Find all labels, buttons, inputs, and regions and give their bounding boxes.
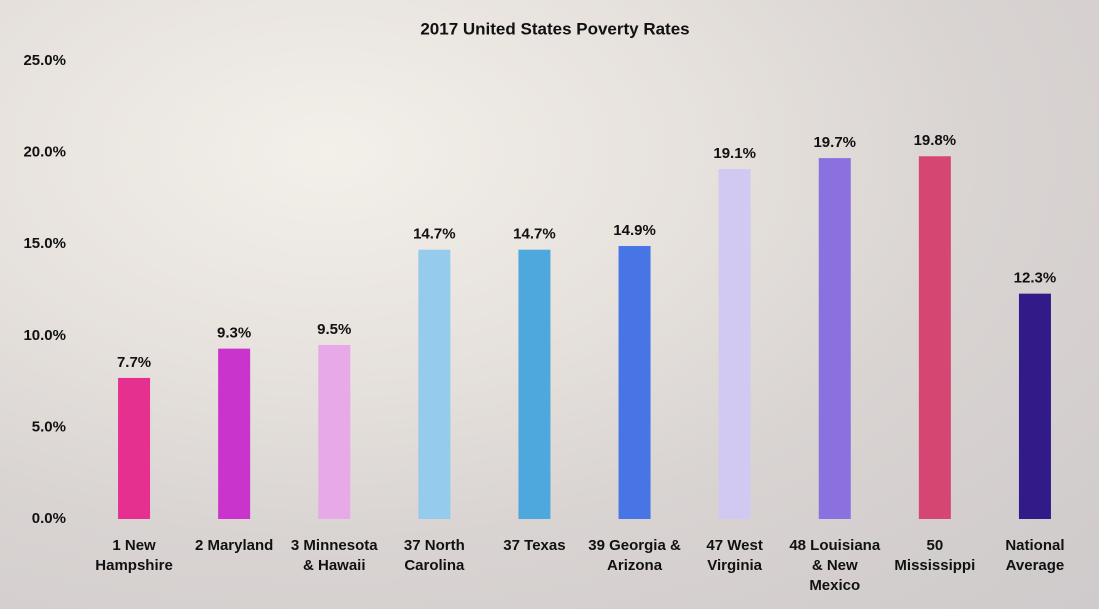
x-tick-label: 2 Maryland (184, 536, 284, 556)
x-tick-label: 48 Louisiana & New Mexico (785, 536, 885, 596)
bar (719, 169, 751, 519)
bar (218, 349, 250, 519)
value-label: 7.7% (117, 354, 151, 371)
y-tick-label: 5.0% (32, 418, 66, 435)
y-tick-label: 20.0% (23, 144, 66, 161)
value-label: 14.7% (513, 226, 556, 243)
value-label: 9.3% (217, 325, 251, 342)
value-label: 19.8% (914, 132, 957, 149)
bar (318, 345, 350, 519)
value-label: 14.7% (413, 226, 456, 243)
value-label: 9.5% (317, 321, 351, 338)
value-label: 14.9% (613, 222, 656, 239)
chart: 2017 United States Poverty Rates 0.0% 5.0… (0, 0, 1099, 609)
x-tick-label: 47 West Virginia (685, 536, 785, 576)
x-tick-label: 37 Texas (484, 536, 584, 556)
value-label: 19.1% (713, 145, 756, 162)
bar (1019, 294, 1051, 519)
chart-container: 2017 United States Poverty Rates 0.0% 5.0… (0, 0, 1099, 609)
bar (418, 250, 450, 519)
x-tick-label: 1 New Hampshire (84, 536, 184, 576)
chart-title: 2017 United States Poverty Rates (420, 19, 689, 38)
bar (118, 378, 150, 519)
bar (518, 250, 550, 519)
x-tick-label: 39 Georgia & Arizona (585, 536, 685, 576)
y-tick-label: 25.0% (23, 52, 66, 69)
y-tick-label: 15.0% (23, 235, 66, 252)
bar (619, 246, 651, 519)
y-tick-label: 0.0% (32, 510, 66, 527)
x-tick-label: 37 North Carolina (384, 536, 484, 576)
x-tick-label: National Average (985, 536, 1085, 576)
value-label: 19.7% (813, 134, 856, 151)
value-label: 12.3% (1014, 270, 1057, 287)
y-tick-label: 10.0% (23, 327, 66, 344)
x-tick-label: 3 Minnesota & Hawaii (284, 536, 384, 576)
x-tick-label: 50 Mississippi (885, 536, 985, 576)
bar (919, 156, 951, 519)
bar (819, 158, 851, 519)
